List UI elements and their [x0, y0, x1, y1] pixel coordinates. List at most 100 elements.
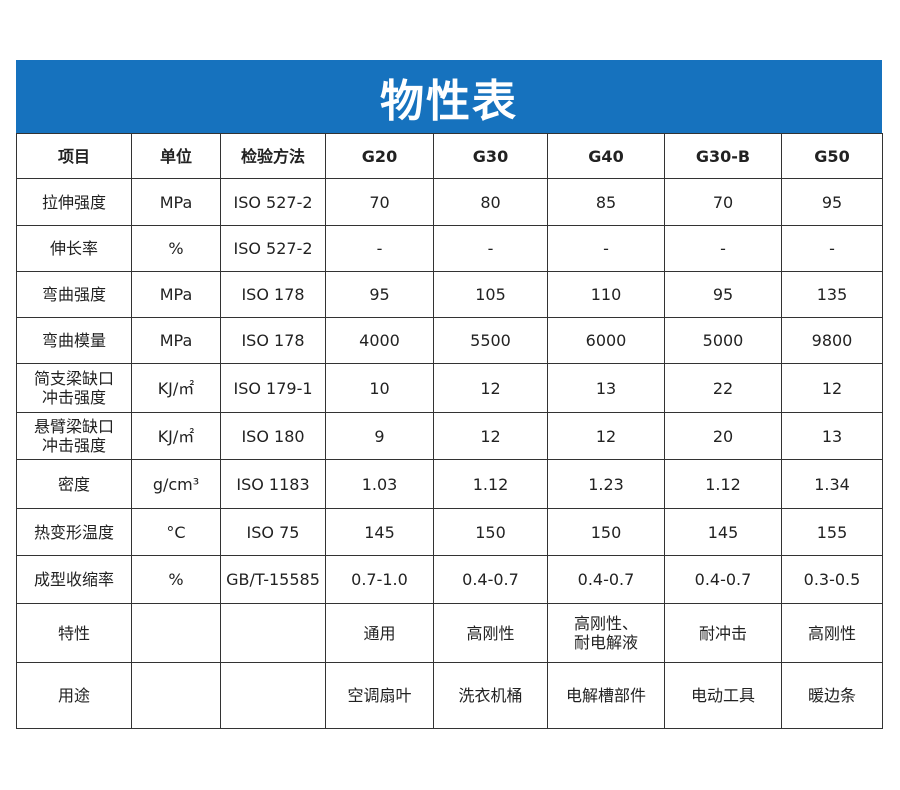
- method-cell: ISO 527-2: [220, 225, 326, 272]
- value-cell: 10: [325, 363, 434, 413]
- value-cell: 13: [547, 363, 665, 413]
- property-name: 弯曲模量: [16, 317, 132, 364]
- column-header: G50: [781, 133, 883, 179]
- column-header: G20: [325, 133, 434, 179]
- value-cell: 1.34: [781, 459, 883, 509]
- unit-cell: MPa: [131, 271, 221, 318]
- property-name: 伸长率: [16, 225, 132, 272]
- table-row: 弯曲模量 MPa ISO 178 4000 5500 6000 5000 9800: [16, 317, 883, 364]
- property-table: 项目 单位 检验方法 G20 G30 G40 G30-B G50 拉伸强度 MPa ISO 527…: [16, 133, 883, 729]
- value-cell: 0.4-0.7: [547, 555, 665, 604]
- value-cell: 13: [781, 412, 883, 460]
- value-cell: 135: [781, 271, 883, 318]
- value-cell: 150: [547, 508, 665, 556]
- property-name: 热变形温度: [16, 508, 132, 556]
- value-cell: 6000: [547, 317, 665, 364]
- value-cell: 95: [664, 271, 782, 318]
- header-row: 项目 单位 检验方法 G20 G30 G40 G30-B G50: [16, 133, 883, 179]
- unit-cell: %: [131, 555, 221, 604]
- unit-cell: MPa: [131, 178, 221, 226]
- property-name: 悬臂梁缺口 冲击强度: [16, 412, 132, 460]
- value-cell: 70: [325, 178, 434, 226]
- value-cell: -: [325, 225, 434, 272]
- value-cell: 电动工具: [664, 662, 782, 729]
- column-header: G30-B: [664, 133, 782, 179]
- table-row: 特性 通用 高刚性 高刚性、 耐电解液 耐冲击 高刚性: [16, 603, 883, 663]
- value-cell: 高刚性: [781, 603, 883, 663]
- value-cell: 5000: [664, 317, 782, 364]
- table-row: 悬臂梁缺口 冲击强度 KJ/㎡ ISO 180 9 12 12 20 13: [16, 412, 883, 460]
- unit-cell: KJ/㎡: [131, 363, 221, 413]
- unit-cell: MPa: [131, 317, 221, 364]
- value-cell: 22: [664, 363, 782, 413]
- value-cell: 150: [433, 508, 548, 556]
- method-cell: [220, 662, 326, 729]
- value-cell: 9: [325, 412, 434, 460]
- value-cell: 145: [664, 508, 782, 556]
- value-cell: 空调扇叶: [325, 662, 434, 729]
- value-cell: 洗衣机桶: [433, 662, 548, 729]
- value-cell: 155: [781, 508, 883, 556]
- value-cell: 95: [325, 271, 434, 318]
- unit-cell: °C: [131, 508, 221, 556]
- value-cell: 电解槽部件: [547, 662, 665, 729]
- value-cell: 0.3-0.5: [781, 555, 883, 604]
- method-cell: ISO 179-1: [220, 363, 326, 413]
- value-cell: 20: [664, 412, 782, 460]
- value-cell: 12: [433, 363, 548, 413]
- column-header: 项目: [16, 133, 132, 179]
- value-cell: 0.4-0.7: [664, 555, 782, 604]
- value-cell: 80: [433, 178, 548, 226]
- table-row: 拉伸强度 MPa ISO 527-2 70 80 85 70 95: [16, 178, 883, 226]
- property-table-container: 物性表 项目 单位 检验方法 G20 G30 G40 G30-B G50 拉伸强度 MPa ISO…: [16, 60, 883, 729]
- column-header: G40: [547, 133, 665, 179]
- value-cell: 5500: [433, 317, 548, 364]
- property-name: 成型收缩率: [16, 555, 132, 604]
- value-cell: 12: [547, 412, 665, 460]
- value-cell: 1.12: [664, 459, 782, 509]
- method-cell: [220, 603, 326, 663]
- value-cell: 12: [433, 412, 548, 460]
- value-cell: 12: [781, 363, 883, 413]
- value-cell: 105: [433, 271, 548, 318]
- value-cell: 110: [547, 271, 665, 318]
- method-cell: ISO 75: [220, 508, 326, 556]
- value-cell: 耐冲击: [664, 603, 782, 663]
- value-cell: 1.03: [325, 459, 434, 509]
- method-cell: ISO 527-2: [220, 178, 326, 226]
- table-row: 成型收缩率% GB/T-15585 0.7-1.0 0.4-0.7 0.4-0.7 0.4…: [16, 555, 883, 604]
- column-header: 单位: [131, 133, 221, 179]
- value-cell: -: [547, 225, 665, 272]
- value-cell: 70: [664, 178, 782, 226]
- method-cell: GB/T-15585: [220, 555, 326, 604]
- value-cell: 高刚性、 耐电解液: [547, 603, 665, 663]
- unit-cell: %: [131, 225, 221, 272]
- value-cell: 9800: [781, 317, 883, 364]
- value-cell: 暖边条: [781, 662, 883, 729]
- property-name: 密度: [16, 459, 132, 509]
- table-row: 用途 空调扇叶 洗衣机桶 电解槽部件 电动工具 暖边条: [16, 662, 883, 729]
- value-cell: 0.4-0.7: [433, 555, 548, 604]
- page-title: 物性表: [16, 60, 882, 133]
- value-cell: 通用: [325, 603, 434, 663]
- unit-cell: g/cm³: [131, 459, 221, 509]
- property-name: 特性: [16, 603, 132, 663]
- property-name: 弯曲强度: [16, 271, 132, 318]
- table-row: 简支梁缺口 冲击强度 KJ/㎡ ISO 179-1 10 12 13 22 12: [16, 363, 883, 413]
- method-cell: ISO 178: [220, 317, 326, 364]
- unit-cell: [131, 662, 221, 729]
- property-name: 简支梁缺口 冲击强度: [16, 363, 132, 413]
- property-name: 拉伸强度: [16, 178, 132, 226]
- table-row: 密度 g/cm³ ISO 1183 1.03 1.12 1.23 1.12 1.34: [16, 459, 883, 509]
- value-cell: 95: [781, 178, 883, 226]
- method-cell: ISO 178: [220, 271, 326, 318]
- value-cell: -: [664, 225, 782, 272]
- value-cell: 1.23: [547, 459, 665, 509]
- value-cell: 4000: [325, 317, 434, 364]
- value-cell: 0.7-1.0: [325, 555, 434, 604]
- table-row: 伸长率% ISO 527-2- - - - -: [16, 225, 883, 272]
- value-cell: -: [433, 225, 548, 272]
- value-cell: -: [781, 225, 883, 272]
- value-cell: 1.12: [433, 459, 548, 509]
- value-cell: 145: [325, 508, 434, 556]
